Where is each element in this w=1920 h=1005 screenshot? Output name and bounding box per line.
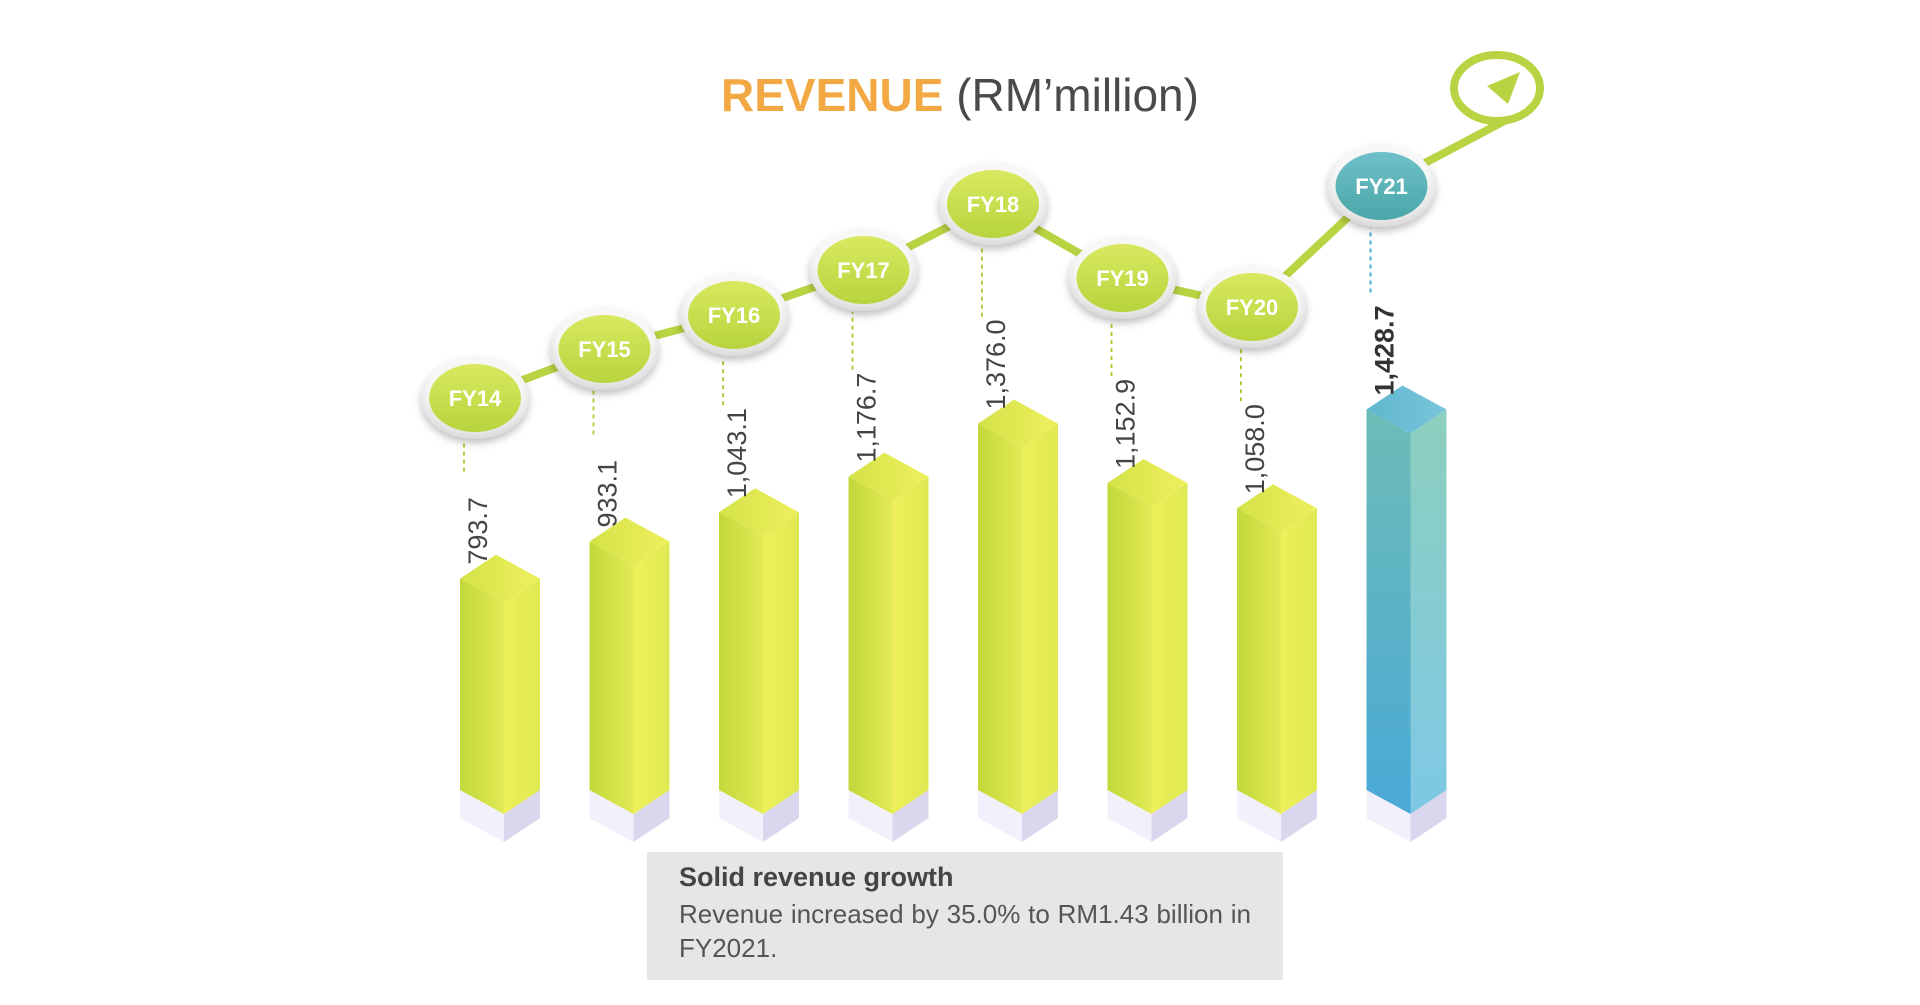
- bars-layer: [460, 385, 1447, 842]
- bar-fy19: [1107, 458, 1188, 842]
- bar-side-face: [892, 476, 929, 814]
- svg-text:FY15: FY15: [578, 337, 631, 362]
- value-label-fy21: 1,428.7: [1370, 305, 1400, 395]
- bar-side-face: [763, 512, 799, 814]
- bar-base: [719, 790, 763, 842]
- bar-base: [460, 790, 504, 842]
- bar-top-face: [460, 554, 540, 603]
- value-label-fy20: 1,058.0: [1240, 404, 1270, 494]
- chart-title-unit: (RM’million): [956, 69, 1199, 121]
- category-label-fy21: FY21: [1327, 145, 1436, 227]
- value-label-fy19: 1,152.9: [1111, 379, 1141, 469]
- bar-front-face: [460, 578, 504, 814]
- svg-text:FY18: FY18: [967, 192, 1020, 217]
- bar-top-face: [1107, 458, 1188, 507]
- summary-note-body: Revenue increased by 35.0% to RM1.43 bil…: [679, 899, 1251, 963]
- category-label-fy18: FY18: [939, 163, 1047, 245]
- value-label-fy16: 1,043.1: [722, 408, 752, 498]
- value-label-fy14: 793.7: [463, 497, 493, 565]
- labels-layer: 793.7 FY14 933.1 FY15 1,043.1 FY16 1,176.7 FY17…: [421, 145, 1436, 565]
- value-label-fy18: 1,376.0: [981, 319, 1011, 409]
- growth-arrow-icon: [1450, 51, 1544, 125]
- bar-side-face: [1151, 482, 1188, 814]
- bar-front-face: [1366, 409, 1411, 814]
- svg-text:FY19: FY19: [1096, 266, 1149, 291]
- bar-top-face: [1366, 385, 1447, 434]
- category-label-fy19: FY19: [1068, 237, 1177, 319]
- bar-top-face: [719, 488, 799, 537]
- bar-top-face: [589, 517, 670, 566]
- bar-side-face: [504, 578, 540, 814]
- bar-front-face: [978, 423, 1022, 814]
- bar-side-face: [1022, 423, 1058, 814]
- bar-top-face: [978, 399, 1058, 448]
- category-label-fy15: FY15: [550, 308, 659, 390]
- bar-fy17: [848, 452, 929, 842]
- category-label-fy16: FY16: [680, 274, 788, 356]
- category-label-fy20: FY20: [1198, 266, 1306, 348]
- bar-base: [1237, 790, 1281, 842]
- svg-text:FY20: FY20: [1226, 295, 1279, 320]
- bar-base: [1366, 790, 1411, 842]
- svg-text:FY17: FY17: [837, 258, 890, 283]
- bar-fy18: [978, 399, 1058, 842]
- bar-base: [848, 790, 893, 842]
- summary-note-heading: Solid revenue growth: [679, 862, 954, 892]
- bar-side-face: [633, 541, 670, 814]
- bar-fy15: [589, 517, 670, 842]
- bar-fy21: [1366, 385, 1447, 842]
- bar-base: [589, 790, 634, 842]
- bar-front-face: [719, 512, 763, 814]
- category-label-fy17: FY17: [809, 229, 918, 311]
- bar-side-face: [1410, 409, 1447, 814]
- bar-fy20: [1237, 484, 1317, 842]
- bar-front-face: [1107, 482, 1152, 814]
- value-label-fy17: 1,176.7: [852, 373, 882, 463]
- bar-front-face: [1237, 508, 1281, 814]
- chart-title-main: REVENUE: [721, 69, 944, 121]
- bar-top-face: [1237, 484, 1317, 533]
- svg-text:FY16: FY16: [708, 303, 761, 328]
- bar-front-face: [589, 541, 634, 814]
- summary-note: Solid revenue growth Revenue increased b…: [647, 852, 1283, 980]
- svg-text:FY21: FY21: [1355, 174, 1408, 199]
- bar-fy14: [460, 554, 540, 842]
- bar-base: [1107, 790, 1152, 842]
- bar-side-face: [1281, 508, 1317, 814]
- bar-fy16: [719, 488, 799, 842]
- svg-text:FY14: FY14: [449, 386, 502, 411]
- bar-base: [978, 790, 1022, 842]
- chart-title: REVENUE (RM’million): [0, 68, 1920, 122]
- bar-front-face: [848, 476, 893, 814]
- value-label-fy15: 933.1: [593, 460, 623, 528]
- category-label-fy14: FY14: [421, 357, 529, 439]
- bar-top-face: [848, 452, 929, 501]
